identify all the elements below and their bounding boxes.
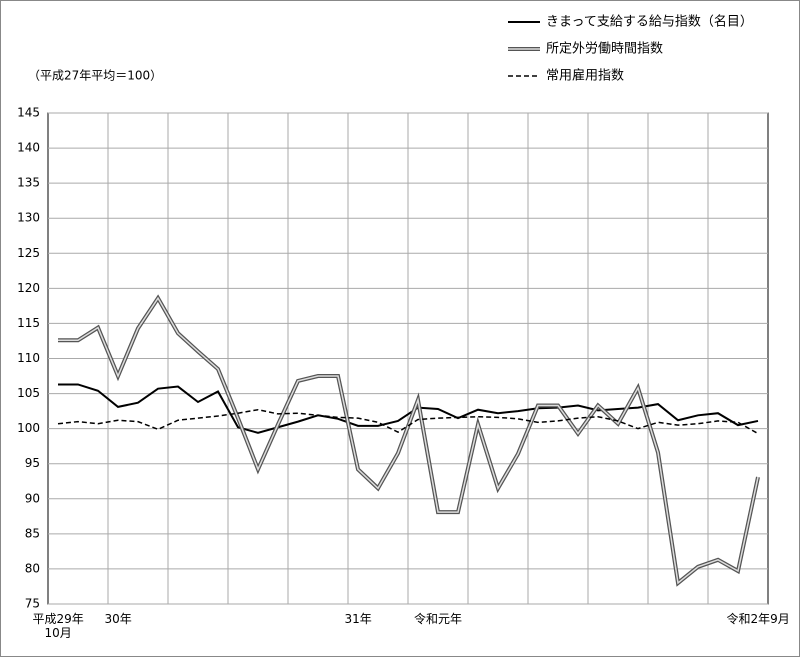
y-tick-label: 130 bbox=[17, 211, 40, 225]
x-tick-label: 令和2年9月 bbox=[726, 612, 790, 626]
y-tick-label: 110 bbox=[17, 351, 40, 365]
legend-label: 所定外労働時間指数 bbox=[546, 42, 663, 57]
y-tick-label: 90 bbox=[25, 491, 40, 505]
y-tick-label: 105 bbox=[17, 386, 40, 400]
y-tick-label: 75 bbox=[25, 597, 40, 611]
legend-label: きまって支給する給与指数（名目） bbox=[546, 14, 753, 30]
y-tick-label: 145 bbox=[17, 106, 40, 120]
y-tick-label: 85 bbox=[25, 526, 40, 540]
y-tick-label: 80 bbox=[25, 561, 40, 575]
x-tick-label: 30年 bbox=[104, 612, 132, 626]
y-tick-label: 100 bbox=[17, 421, 40, 435]
x-tick-label: 令和元年 bbox=[414, 612, 463, 626]
series-line bbox=[58, 383, 759, 434]
note: （平成27年平均＝100） bbox=[28, 69, 162, 83]
y-tick-label: 140 bbox=[17, 141, 40, 155]
x-tick-label: 31年 bbox=[344, 612, 372, 626]
y-tick-label: 95 bbox=[25, 456, 40, 470]
series-line bbox=[57, 408, 759, 435]
y-tick-label: 120 bbox=[17, 281, 40, 295]
y-tick-label: 115 bbox=[17, 316, 40, 330]
y-tick-label: 135 bbox=[17, 176, 40, 190]
x-tick-label: 平成29年 10月 bbox=[32, 612, 84, 640]
y-tick-label: 125 bbox=[17, 246, 40, 260]
series-line-inner bbox=[58, 296, 759, 585]
legend-label: 常用雇用指数 bbox=[546, 68, 624, 84]
